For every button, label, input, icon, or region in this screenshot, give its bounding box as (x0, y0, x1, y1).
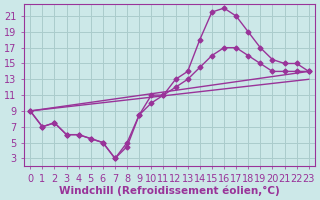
X-axis label: Windchill (Refroidissement éolien,°C): Windchill (Refroidissement éolien,°C) (59, 185, 280, 196)
